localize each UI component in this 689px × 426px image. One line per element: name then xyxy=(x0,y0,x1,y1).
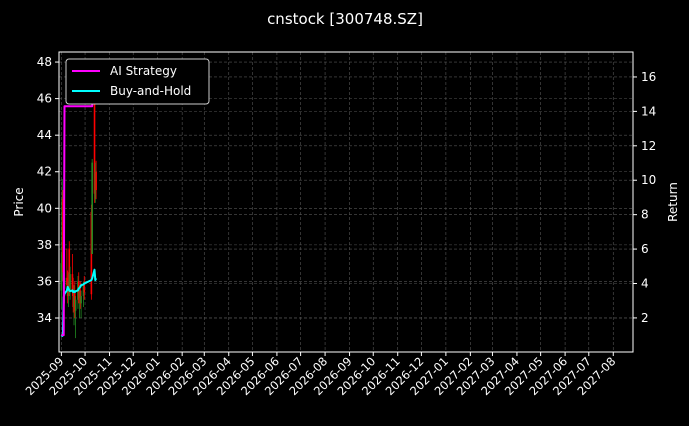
candle-down xyxy=(66,248,68,291)
candle-body xyxy=(93,98,96,194)
candle-body xyxy=(74,299,77,311)
y-left-tick-label: 42 xyxy=(37,165,52,179)
plot-frame xyxy=(58,51,634,353)
series-line-buy-and-hold xyxy=(60,268,98,337)
candle-up xyxy=(91,158,93,255)
candle-body xyxy=(66,277,68,286)
candle-body xyxy=(60,263,63,291)
candle-up xyxy=(69,266,71,300)
candle-body xyxy=(69,274,71,291)
y-right-tick-label: 2 xyxy=(641,311,649,325)
y-left-tick-label: 36 xyxy=(37,274,52,288)
y-right-tick-label: 14 xyxy=(641,104,656,118)
y-right-tick-label: 4 xyxy=(641,276,649,290)
y-axis-left-label: Price xyxy=(12,187,26,216)
y-left-tick-label: 48 xyxy=(37,55,52,69)
candle-down xyxy=(95,160,97,200)
y-left-tick-label: 38 xyxy=(37,238,52,252)
candle-up xyxy=(80,290,82,318)
y-left-tick-label: 34 xyxy=(37,311,52,325)
y-left-tick-label: 40 xyxy=(37,201,52,215)
y-right-tick-label: 8 xyxy=(641,208,649,222)
candle-body xyxy=(80,296,82,304)
y-axis-right-label: Return xyxy=(666,182,680,222)
candle-body xyxy=(62,199,64,273)
candle-down xyxy=(71,254,74,297)
candle-body xyxy=(91,162,93,255)
y-left-tick-label: 46 xyxy=(37,92,52,106)
legend: AI Strategy Buy-and-Hold xyxy=(65,58,210,105)
y-left-tick-label: 44 xyxy=(37,128,52,142)
y-right-tick-label: 12 xyxy=(641,139,656,153)
y-right-tick-label: 16 xyxy=(641,70,656,84)
candle-body xyxy=(95,171,97,191)
candle-body xyxy=(71,274,74,293)
legend-label-ai-strategy: AI Strategy xyxy=(110,64,177,78)
candle-down xyxy=(83,275,86,300)
legend-label-buy-and-hold: Buy-and-Hold xyxy=(110,84,191,98)
candle-body xyxy=(68,248,71,291)
candle-body xyxy=(83,285,86,293)
y-right-tick-label: 6 xyxy=(641,242,649,256)
candle-up xyxy=(74,296,77,339)
candles xyxy=(60,89,97,339)
chart-title: cnstock [300748.SZ] xyxy=(267,10,423,28)
y-right-tick-label: 10 xyxy=(641,173,656,187)
